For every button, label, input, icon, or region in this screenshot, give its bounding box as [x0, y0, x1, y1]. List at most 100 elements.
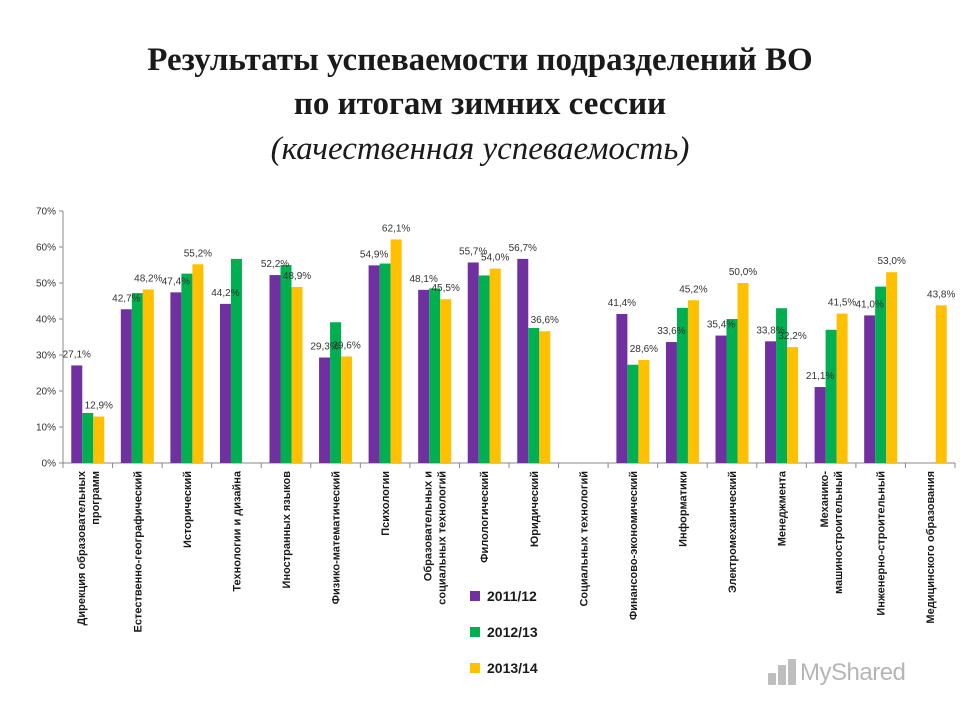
bar-2011-12 [765, 341, 777, 463]
bar-2013-14 [440, 299, 452, 463]
watermark: MyShared [768, 656, 928, 690]
y-tick-label: 60% [36, 243, 56, 254]
bar-2013-14 [390, 239, 402, 463]
bar-2012-13 [776, 308, 788, 463]
bar-2011-12 [715, 335, 727, 463]
bar-2011-12 [467, 262, 479, 463]
data-label: 28,6% [630, 344, 658, 355]
x-category-label-line: Физико-математический [331, 471, 343, 604]
x-category-label: Социальных технологий [578, 471, 590, 607]
bar-2011-12 [665, 342, 677, 463]
data-label: 62,1% [382, 223, 410, 234]
bar-2012-13 [280, 265, 292, 463]
data-label: 48,9% [283, 271, 311, 282]
x-category-label-line: Психологии [380, 471, 392, 536]
x-category-label-line: Филологический [479, 471, 491, 563]
bar-2011-12 [616, 313, 628, 463]
legend-label: 2012/13 [487, 624, 538, 640]
legend-label: 2011/12 [487, 588, 537, 604]
data-label: 21,1% [806, 371, 834, 382]
data-label: 12,9% [85, 401, 113, 412]
bar-2012-13 [478, 275, 490, 463]
data-label: 43,8% [927, 289, 955, 300]
bar-2012-13 [330, 322, 342, 463]
data-label: 54,0% [481, 253, 509, 264]
bar-2013-14 [489, 268, 501, 463]
x-category-label: Дирекция образовательных программ [76, 470, 102, 625]
data-label: 45,2% [679, 284, 707, 295]
bar-2013-14 [787, 347, 799, 463]
watermark-text: MyShared [800, 659, 906, 686]
x-category-label-line: Дирекция образовательных [76, 470, 88, 625]
data-label: 41,4% [608, 298, 636, 309]
bar-2013-14 [291, 286, 303, 463]
x-category-label: Юридический [529, 471, 541, 547]
bar-2012-13 [676, 307, 688, 463]
x-category-label-line: Механико- [819, 471, 831, 528]
legend-label: 2013/14 [487, 660, 538, 676]
bar-2012-13 [181, 273, 193, 463]
bar-2011-12 [71, 365, 83, 463]
data-label: 55,7% [459, 246, 487, 257]
x-category-label: Исторический [182, 471, 194, 548]
data-label: 41,5% [828, 298, 856, 309]
bar-2013-14 [142, 289, 154, 463]
x-category-label-line: Финансово-экономический [628, 471, 640, 620]
x-category-label-line: Технологии и дизайна [231, 470, 243, 591]
x-category-label: Образовательных и социальных технологий [423, 471, 449, 605]
data-label: 27,1% [63, 349, 91, 360]
title-block: Результаты успеваемости подразделений ВО… [0, 38, 960, 172]
x-category-label: Иностранных языков [281, 471, 293, 589]
data-label: 56,7% [509, 243, 537, 254]
bar-2013-14 [192, 264, 204, 463]
legend-swatch [470, 627, 480, 637]
data-label: 54,9% [360, 249, 388, 260]
bar-2011-12 [269, 275, 281, 463]
data-label: 36,6% [531, 315, 559, 326]
x-category-label: Технологии и дизайна [231, 470, 243, 591]
x-category-label: Естественно-географический [132, 471, 144, 632]
bar-2011-12 [319, 357, 331, 463]
data-label: 48,2% [134, 273, 162, 284]
bar-2013-14 [638, 360, 650, 463]
x-category-label-line: программ [90, 471, 102, 525]
data-label: 35,4% [707, 320, 735, 331]
page-subtitle: по итогам зимних сессии [293, 86, 667, 122]
x-category-label: Медицинского образования [925, 471, 937, 624]
bar-2012-13 [429, 288, 441, 463]
bar-2012-13 [875, 286, 887, 463]
x-category-label: Менеджмента [777, 470, 789, 546]
bar-2012-13 [825, 329, 837, 463]
legend-swatch [470, 591, 480, 601]
data-label: 32,2% [778, 331, 806, 342]
x-category-label-line: Юридический [529, 471, 541, 547]
data-label: 52,2% [261, 259, 289, 270]
bar-2013-14 [341, 356, 353, 463]
bar-2011-12 [517, 258, 529, 463]
data-label: 55,2% [184, 248, 212, 259]
x-category-label: Филологический [479, 471, 491, 563]
y-tick-label: 0% [42, 459, 57, 470]
bar-2011-12 [219, 303, 231, 463]
x-category-label: Механико-машиностроительный [819, 471, 845, 594]
x-category-label: Инженерно-строительный [876, 471, 888, 616]
data-label: 41,0% [855, 299, 883, 310]
x-category-label-line: Образовательных и [423, 471, 435, 581]
y-tick-label: 20% [36, 387, 56, 398]
legend-swatch [470, 663, 480, 673]
bar-2013-14 [539, 331, 551, 463]
x-category-label-line: социальных технологий [437, 471, 449, 605]
x-category-label-line: Информатики [677, 471, 689, 547]
bar-2012-13 [627, 364, 639, 463]
bar-2012-13 [82, 412, 94, 463]
x-category-label: Финансово-экономический [628, 471, 640, 620]
bar-2013-14 [836, 313, 848, 463]
bar-2011-12 [368, 265, 380, 463]
x-category-label-line: Естественно-географический [132, 471, 144, 632]
bar-2012-13 [379, 263, 391, 463]
data-label: 33,6% [657, 326, 685, 337]
data-label: 45,5% [431, 283, 459, 294]
bar-2011-12 [864, 315, 876, 463]
x-category-label-line: машиностроительный [833, 471, 845, 594]
